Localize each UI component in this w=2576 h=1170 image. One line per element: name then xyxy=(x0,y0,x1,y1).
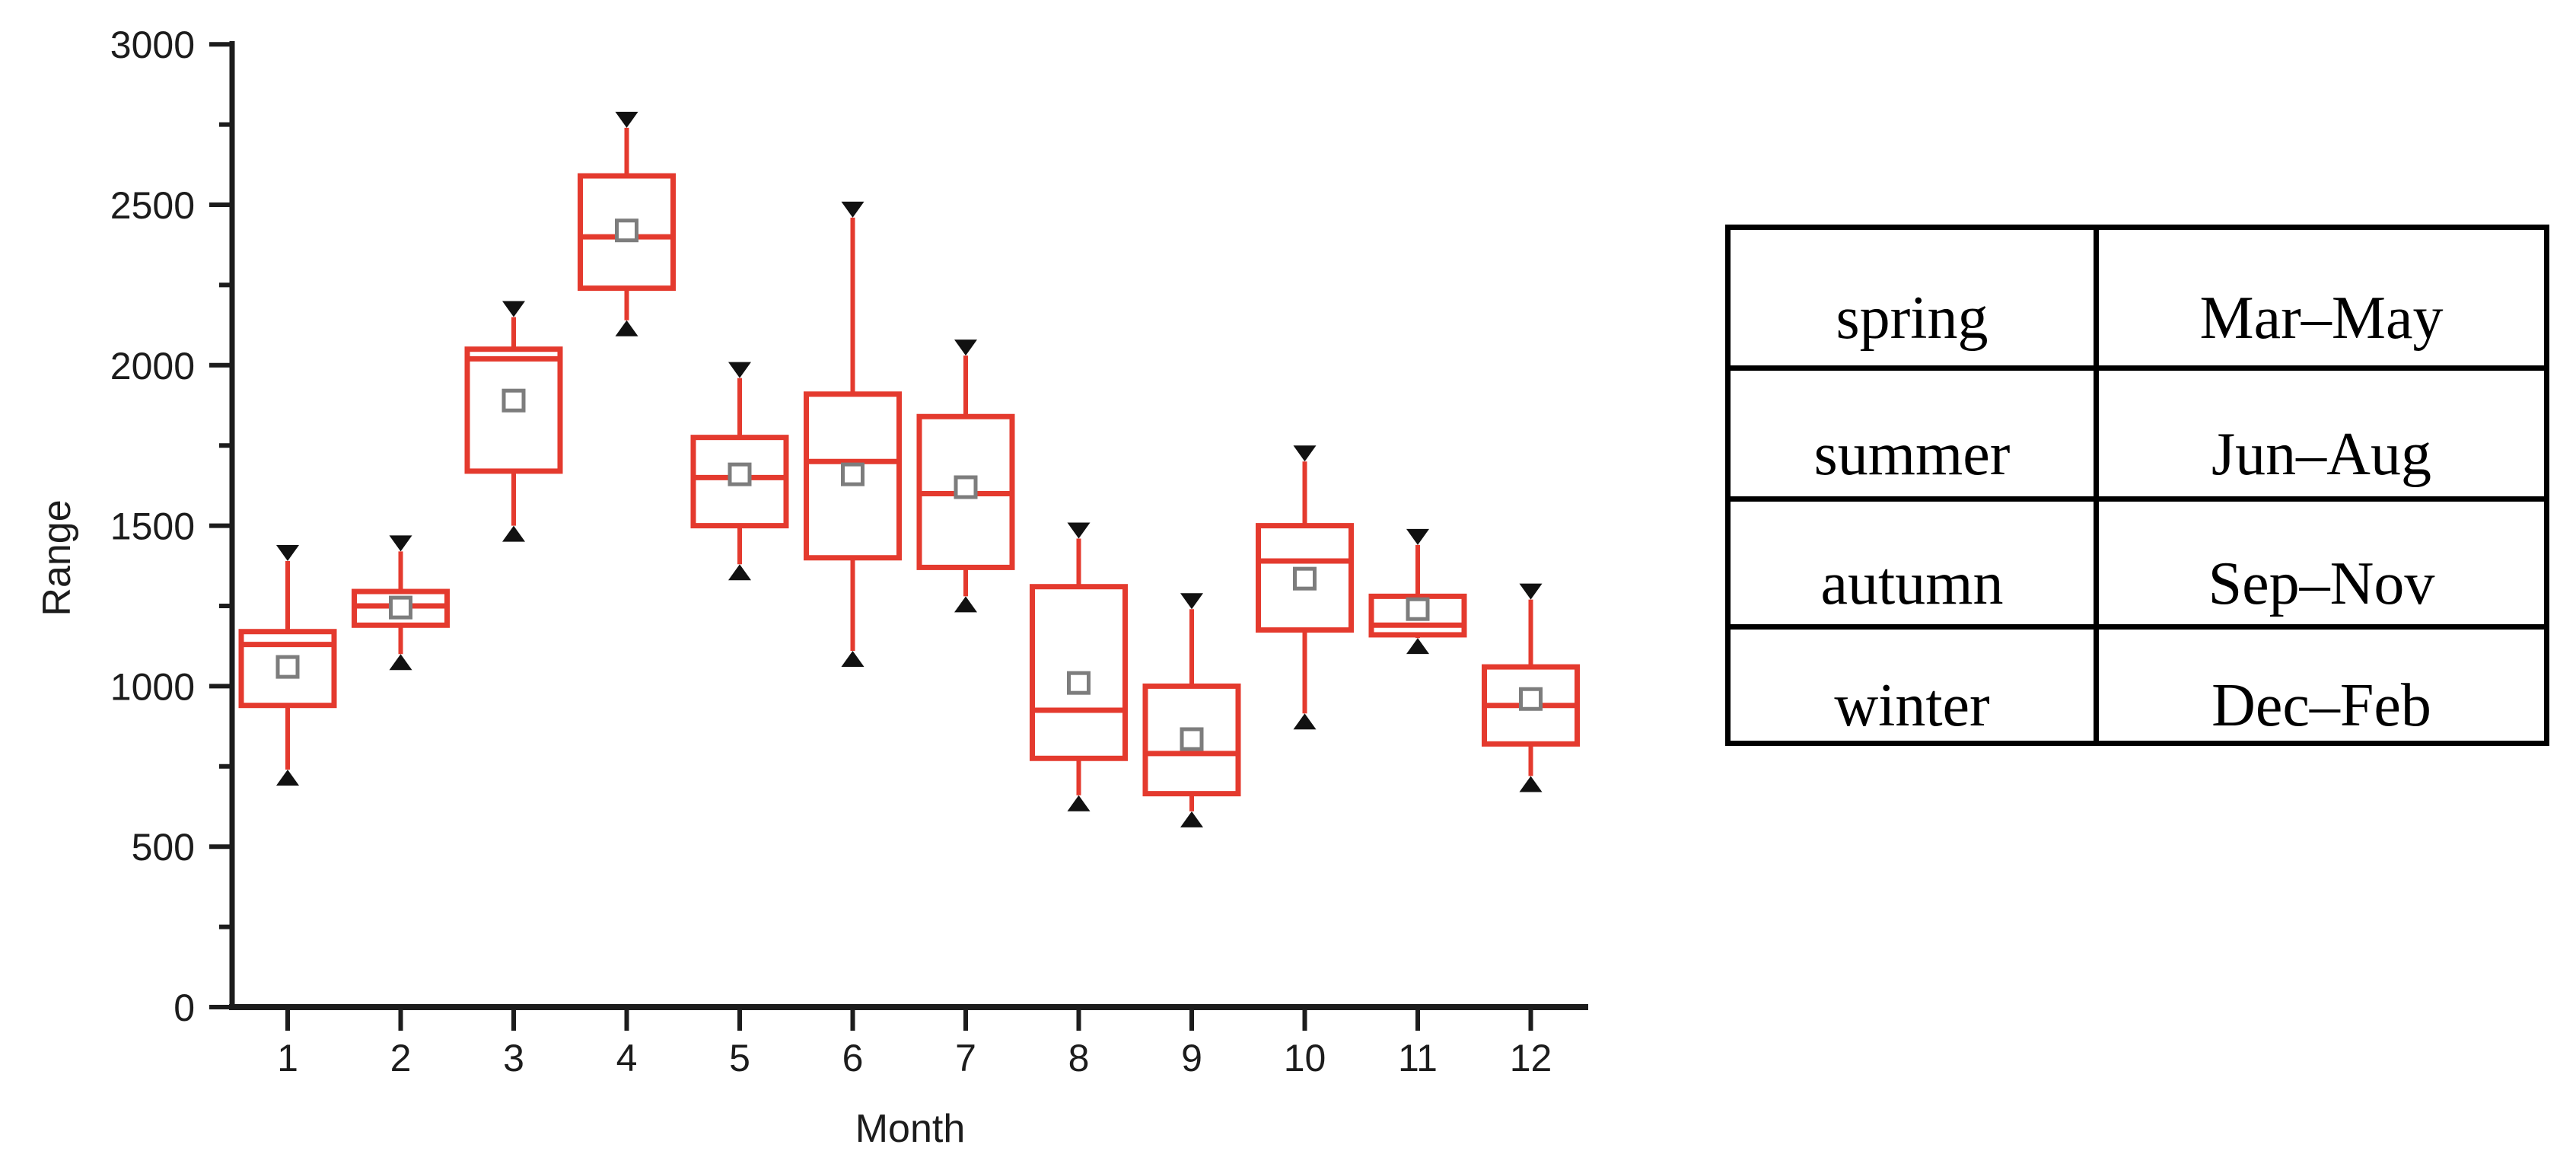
boxplot-month-8 xyxy=(1030,522,1128,811)
y-tick-label-3000: 3000 xyxy=(110,24,195,66)
min-marker-triangle-up-icon xyxy=(389,654,412,671)
min-marker-triangle-up-icon xyxy=(841,651,865,668)
x-tick-label-12: 12 xyxy=(1510,1037,1552,1079)
y-tick-label-2500: 2500 xyxy=(110,184,195,227)
max-marker-triangle-down-icon xyxy=(728,362,751,378)
x-tick-label-2: 2 xyxy=(390,1037,412,1079)
y-axis-title: Range xyxy=(35,499,79,616)
min-marker-triangle-up-icon xyxy=(1406,638,1429,655)
mean-marker xyxy=(502,388,526,413)
season-range-cell: Sep–Nov xyxy=(2094,496,2544,624)
boxplot-month-3 xyxy=(464,301,563,542)
boxplot-month-9 xyxy=(1142,593,1241,827)
season-name-cell: spring xyxy=(1836,285,1989,352)
season-range-cell: Dec–Feb xyxy=(2094,624,2544,741)
max-marker-triangle-down-icon xyxy=(841,201,865,218)
season-name-cell: winter xyxy=(1731,624,2094,741)
season-name-cell: summer xyxy=(1731,365,2094,496)
boxplot-month-4 xyxy=(578,111,676,336)
x-tick-label-8: 8 xyxy=(1068,1037,1090,1079)
y-tick-label-1000: 1000 xyxy=(110,665,195,708)
boxplot-month-7 xyxy=(916,340,1015,613)
mean-marker xyxy=(954,475,978,499)
boxplot-month-2 xyxy=(352,535,450,671)
mean-marker xyxy=(275,655,300,679)
mean-marker xyxy=(1293,566,1317,591)
boxplot-month-5 xyxy=(690,362,789,581)
mean-marker xyxy=(1406,597,1430,621)
max-marker-triangle-down-icon xyxy=(1519,583,1543,600)
x-tick-label-5: 5 xyxy=(729,1037,750,1079)
max-marker-triangle-down-icon xyxy=(389,535,412,552)
boxplot-month-6 xyxy=(804,201,902,668)
season-range-cell: Mar–May xyxy=(2094,230,2544,365)
max-marker-triangle-down-icon xyxy=(615,111,638,128)
mean-marker xyxy=(728,462,752,486)
min-marker-triangle-up-icon xyxy=(728,564,751,581)
max-marker-triangle-down-icon xyxy=(1406,528,1429,545)
season-range-cell: Jun–Aug xyxy=(2094,365,2544,496)
x-tick-label-1: 1 xyxy=(277,1037,298,1079)
max-marker-triangle-down-icon xyxy=(954,340,977,356)
mean-marker xyxy=(1067,671,1091,695)
mean-marker xyxy=(1180,727,1204,751)
boxplot-month-12 xyxy=(1482,583,1580,792)
min-marker-triangle-up-icon xyxy=(615,320,638,336)
max-marker-triangle-down-icon xyxy=(1067,522,1091,539)
season-table: spring Mar–May summer Jun–Aug autumn Sep… xyxy=(1725,225,2549,746)
max-marker-triangle-down-icon xyxy=(276,544,299,561)
x-tick-label-7: 7 xyxy=(955,1037,976,1079)
mean-marker xyxy=(841,462,865,486)
min-marker-triangle-up-icon xyxy=(1293,713,1317,730)
axes xyxy=(209,41,1588,1031)
mean-marker xyxy=(1519,687,1543,711)
boxplot-month-1 xyxy=(238,544,337,786)
y-tick-label-500: 500 xyxy=(132,826,195,869)
x-tick-label-9: 9 xyxy=(1181,1037,1202,1079)
max-marker-triangle-down-icon xyxy=(1180,593,1203,610)
max-marker-triangle-down-icon xyxy=(1293,445,1317,462)
x-tick-label-11: 11 xyxy=(1398,1037,1438,1079)
min-marker-triangle-up-icon xyxy=(954,596,977,613)
x-tick-label-10: 10 xyxy=(1284,1037,1326,1079)
max-marker-triangle-down-icon xyxy=(502,301,525,317)
boxplot-month-10 xyxy=(1256,445,1354,730)
y-tick-label-0: 0 xyxy=(174,987,195,1029)
y-tick-label-1500: 1500 xyxy=(110,505,195,548)
boxplots xyxy=(238,111,1580,827)
season-name-cell: autumn xyxy=(1731,496,2094,624)
min-marker-triangle-up-icon xyxy=(502,525,525,542)
mean-marker xyxy=(389,595,412,620)
x-tick-label-3: 3 xyxy=(503,1037,524,1079)
x-axis-title: Month xyxy=(855,1107,966,1151)
min-marker-triangle-up-icon xyxy=(1519,776,1543,792)
min-marker-triangle-up-icon xyxy=(1180,811,1203,827)
min-marker-triangle-up-icon xyxy=(276,770,299,786)
boxplot-month-11 xyxy=(1368,528,1467,655)
x-tick-label-4: 4 xyxy=(616,1037,638,1079)
mean-marker xyxy=(615,218,638,243)
y-tick-label-2000: 2000 xyxy=(110,345,195,387)
x-tick-label-6: 6 xyxy=(842,1037,864,1079)
min-marker-triangle-up-icon xyxy=(1067,795,1091,811)
